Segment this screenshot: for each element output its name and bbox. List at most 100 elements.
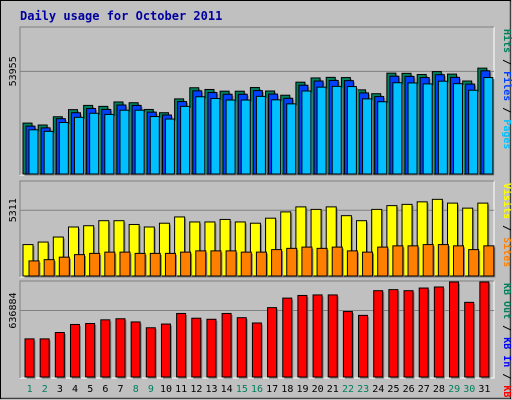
x-tick-20: 20 xyxy=(312,384,324,395)
series-pages xyxy=(28,77,495,176)
x-tick-9: 9 xyxy=(148,384,154,395)
bar-kbf-9 xyxy=(145,327,157,379)
bar-sites-18 xyxy=(286,247,299,278)
bar-sites-5 xyxy=(89,252,102,278)
bar-kbf-26 xyxy=(403,290,415,379)
bar-pages-18 xyxy=(286,103,298,176)
bar-pages-21 xyxy=(331,85,343,176)
x-tick-17: 17 xyxy=(266,384,278,395)
legend-part: KB F xyxy=(501,385,512,400)
bar-kbf-13 xyxy=(206,318,218,379)
bar-sites-30 xyxy=(468,249,481,278)
bar-sites-11 xyxy=(180,251,193,278)
x-tick-23: 23 xyxy=(357,384,369,395)
bar-pages-23 xyxy=(362,98,374,176)
bar-visits-31 xyxy=(477,202,490,278)
legend-part: KB In xyxy=(501,337,512,367)
bar-pages-20 xyxy=(316,86,328,176)
bar-kbf-7 xyxy=(115,318,127,379)
x-tick-3: 3 xyxy=(57,384,63,395)
bar-sites-14 xyxy=(225,250,238,278)
bar-visits-6 xyxy=(98,220,111,278)
bar-kbf-25 xyxy=(388,289,400,379)
bar-pages-25 xyxy=(392,82,404,176)
bar-pages-28 xyxy=(437,80,449,176)
bar-kbf-31 xyxy=(479,281,491,379)
bar-pages-6 xyxy=(104,113,116,176)
right-legend-kbytes: KB Out / KB In / KB F xyxy=(501,283,512,400)
bar-sites-23 xyxy=(362,251,375,278)
bar-kbf-11 xyxy=(176,312,188,379)
x-tick-15: 15 xyxy=(236,384,248,395)
legend-part: / xyxy=(501,319,512,337)
x-tick-14: 14 xyxy=(221,384,233,395)
x-tick-1: 1 xyxy=(27,384,33,395)
bar-sites-19 xyxy=(301,246,314,278)
bar-pages-11 xyxy=(180,105,192,176)
x-tick-19: 19 xyxy=(296,384,308,395)
bar-visits-28 xyxy=(431,198,444,278)
bar-sites-21 xyxy=(331,246,344,278)
series-kbf xyxy=(24,281,491,379)
x-tick-13: 13 xyxy=(205,384,217,395)
bar-sites-8 xyxy=(134,252,147,278)
bar-sites-28 xyxy=(437,244,450,278)
x-tick-10: 10 xyxy=(160,384,172,395)
panel-edge xyxy=(19,280,494,378)
bar-sites-20 xyxy=(316,247,329,278)
x-tick-31: 31 xyxy=(478,384,490,395)
bar-visits-27 xyxy=(416,201,429,278)
bar-visits-4 xyxy=(67,226,80,278)
bar-sites-22 xyxy=(346,250,359,278)
x-tick-21: 21 xyxy=(327,384,339,395)
bar-kbf-17 xyxy=(267,307,279,379)
legend-part: Pages xyxy=(501,119,512,149)
bar-visits-23 xyxy=(356,220,369,278)
bar-sites-4 xyxy=(73,254,86,278)
bar-visits-25 xyxy=(386,205,399,278)
bar-pages-15 xyxy=(240,99,252,176)
legend-part: / xyxy=(501,367,512,385)
bar-kbf-24 xyxy=(373,290,385,379)
bar-kbf-20 xyxy=(312,294,324,379)
legend-part: Files xyxy=(501,71,512,101)
x-tick-29: 29 xyxy=(448,384,460,395)
bar-pages-26 xyxy=(407,82,419,176)
bar-kbf-1 xyxy=(24,338,36,379)
bar-sites-7 xyxy=(119,251,132,278)
y-max-label: 636884 xyxy=(8,292,19,328)
x-tick-30: 30 xyxy=(463,384,475,395)
bar-kbf-28 xyxy=(433,286,445,379)
bar-visits-24 xyxy=(371,208,384,278)
legend-part: / xyxy=(501,219,512,237)
bar-pages-2 xyxy=(43,130,55,176)
panel-hits-files-pages: 53955 Hits / Files / Pages xyxy=(8,26,512,176)
bar-sites-24 xyxy=(377,246,390,278)
bar-sites-15 xyxy=(240,251,253,278)
x-tick-11: 11 xyxy=(175,384,187,395)
bar-visits-7 xyxy=(113,220,126,278)
panel-visits-sites: 5311 Visits / Sites xyxy=(8,180,512,278)
x-tick-6: 6 xyxy=(102,384,108,395)
bar-kbf-21 xyxy=(327,294,339,379)
legend-part: / xyxy=(501,53,512,71)
bar-pages-30 xyxy=(468,89,480,176)
right-legend-hits-files-pages: Hits / Files / Pages xyxy=(501,29,512,149)
bar-kbf-10 xyxy=(160,323,172,379)
bar-sites-16 xyxy=(255,251,268,278)
bar-sites-31 xyxy=(483,245,496,278)
bar-visits-21 xyxy=(325,206,338,278)
x-tick-24: 24 xyxy=(372,384,384,395)
panel-kbytes: 636884 KB Out / KB In / KB F xyxy=(8,280,512,400)
bar-sites-6 xyxy=(104,251,117,278)
x-tick-28: 28 xyxy=(433,384,445,395)
bar-visits-16 xyxy=(249,222,262,278)
bar-kbf-4 xyxy=(69,323,81,379)
x-tick-4: 4 xyxy=(72,384,78,395)
legend-part: / xyxy=(501,101,512,119)
bar-pages-10 xyxy=(164,118,176,176)
legend-part: Sites xyxy=(501,237,512,267)
x-tick-7: 7 xyxy=(118,384,124,395)
bar-pages-8 xyxy=(134,109,146,176)
